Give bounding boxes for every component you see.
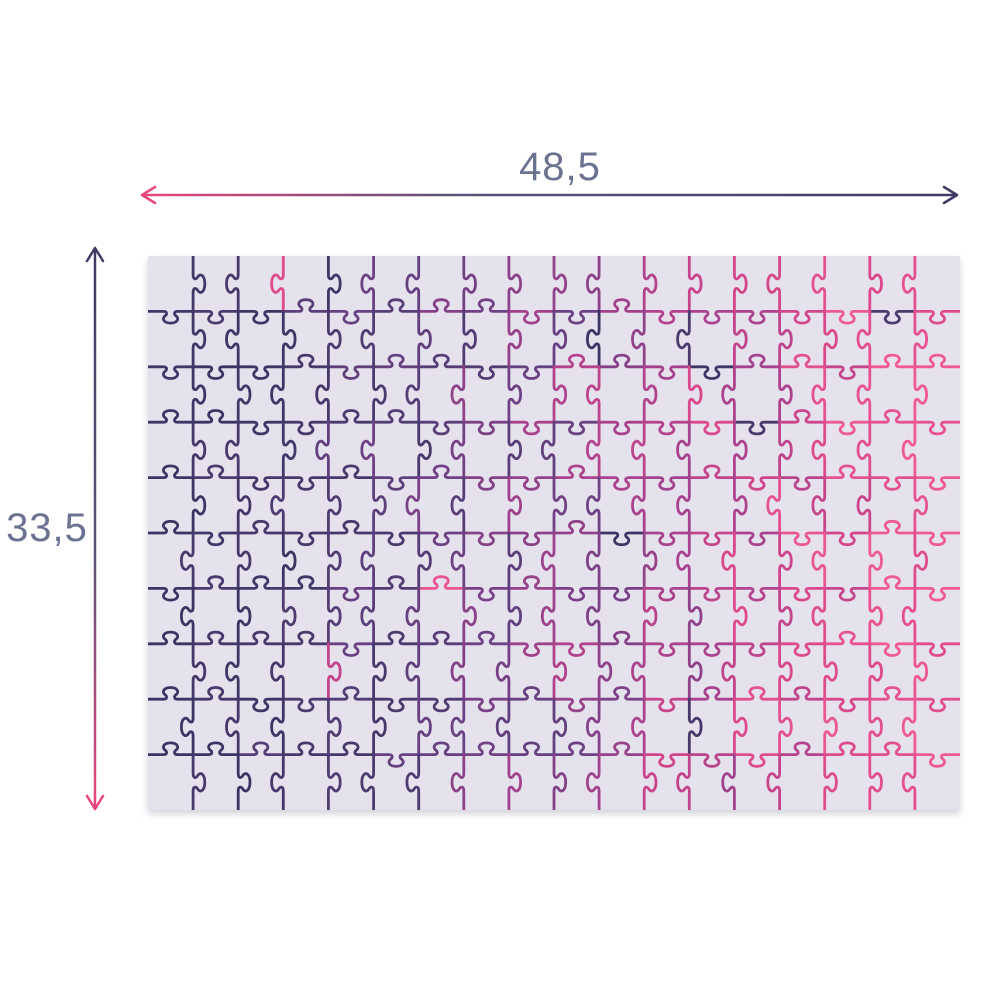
width-arrowhead-left [140,185,157,205]
height-arrowhead-bottom [85,794,105,811]
puzzle-board [148,256,960,810]
width-arrowhead-right [942,185,959,205]
width-arrow [140,185,959,205]
height-arrowhead-top [85,246,105,263]
height-arrow [85,246,105,811]
puzzle-grid [148,256,960,810]
width-dimension-label: 48,5 [519,145,601,189]
height-dimension-label: 33,5 [6,506,88,550]
